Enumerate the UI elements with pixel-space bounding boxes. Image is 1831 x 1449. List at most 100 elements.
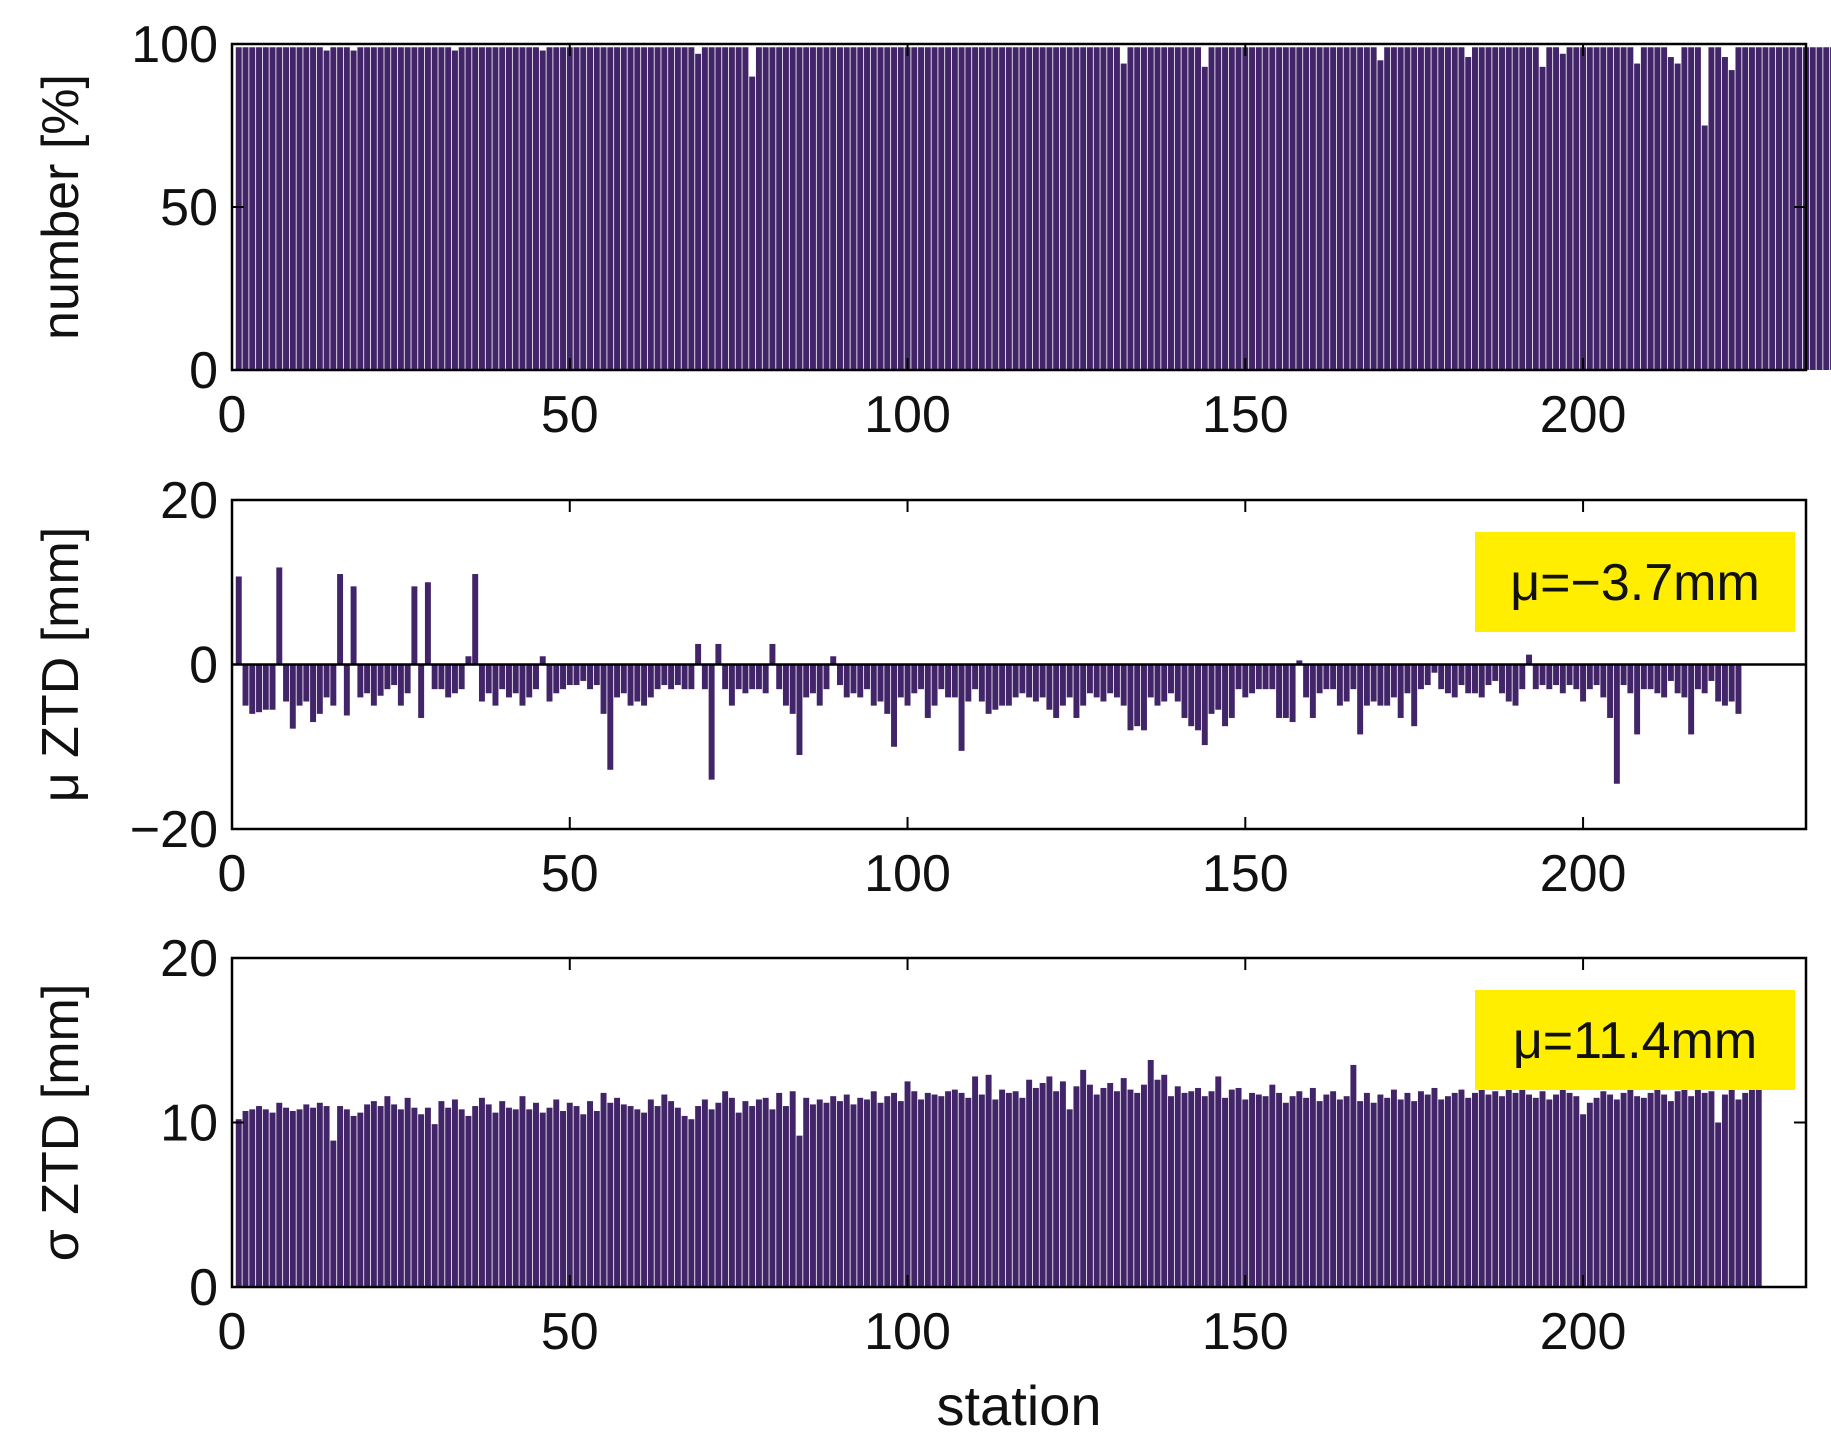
bar: [614, 664, 621, 698]
bar: [289, 664, 296, 729]
bar: [1580, 47, 1587, 370]
bar: [1438, 664, 1445, 690]
bar: [1451, 1092, 1458, 1287]
x-tick-label: 150: [1202, 386, 1289, 444]
bar: [1336, 47, 1343, 370]
bar: [310, 664, 317, 723]
bar: [627, 664, 634, 706]
bar: [296, 47, 303, 370]
bar: [985, 47, 992, 370]
bar: [533, 664, 539, 690]
bar: [674, 1107, 681, 1287]
bar: [1390, 664, 1397, 698]
bar: [951, 47, 958, 370]
bar: [1350, 47, 1357, 370]
bar: [965, 47, 972, 370]
bar: [830, 656, 837, 665]
y-tick-label: 100: [131, 16, 218, 74]
bar: [1512, 664, 1519, 706]
bar: [580, 664, 587, 681]
bar: [1640, 664, 1647, 690]
bar: [864, 47, 870, 370]
bar: [1546, 664, 1553, 690]
bar: [445, 47, 452, 370]
bar: [296, 1109, 303, 1287]
bar: [1553, 1094, 1560, 1287]
bar: [1499, 1096, 1505, 1287]
bar: [249, 1109, 256, 1287]
bar: [634, 47, 641, 370]
bar: [1032, 47, 1039, 370]
bar: [1593, 47, 1600, 370]
bar: [1113, 47, 1120, 370]
bar: [1019, 1097, 1026, 1287]
bar: [573, 47, 580, 370]
bar: [256, 47, 262, 370]
bar: [1390, 47, 1397, 370]
bar: [1012, 1091, 1019, 1287]
bar: [1161, 664, 1168, 702]
bar: [891, 1092, 897, 1287]
bar: [891, 47, 897, 370]
bar: [411, 1107, 418, 1287]
bar: [377, 664, 384, 696]
bar: [755, 664, 762, 690]
bar: [1593, 1097, 1600, 1287]
bar: [1262, 47, 1269, 370]
bar: [722, 47, 729, 370]
bar: [1417, 47, 1424, 370]
bar: [1505, 47, 1512, 370]
bar: [1397, 1099, 1404, 1287]
bar: [384, 47, 391, 370]
bar: [1721, 664, 1728, 706]
bar: [566, 664, 573, 686]
bar: [1377, 1094, 1384, 1287]
bar: [1086, 1084, 1093, 1287]
bar: [1296, 660, 1303, 665]
bar: [1715, 664, 1722, 702]
bar: [931, 1094, 938, 1287]
bar: [1255, 664, 1262, 690]
bar: [1073, 1086, 1080, 1287]
bar: [1640, 1097, 1647, 1287]
bar: [1066, 1109, 1073, 1287]
bar: [978, 664, 985, 702]
bar: [607, 664, 614, 770]
bar: [505, 47, 512, 370]
bar: [755, 47, 762, 370]
bar: [1249, 664, 1256, 694]
bar: [1546, 1099, 1553, 1287]
bar: [1593, 664, 1600, 686]
bar: [1465, 664, 1472, 694]
bar: [1485, 47, 1492, 370]
bar: [837, 47, 843, 370]
bar: [1168, 47, 1174, 370]
bar: [924, 664, 931, 718]
bar: [391, 1104, 398, 1287]
bar: [1336, 664, 1343, 706]
bar: [1586, 47, 1593, 370]
bar: [1100, 47, 1107, 370]
bar: [695, 1106, 702, 1287]
bar: [438, 1101, 445, 1287]
bar: [1066, 664, 1073, 698]
bar: [303, 47, 310, 370]
bar: [884, 664, 891, 714]
bar: [1667, 664, 1674, 681]
bar: [1553, 664, 1560, 686]
bar: [762, 664, 769, 694]
bar: [1431, 664, 1438, 673]
bar: [695, 53, 702, 370]
bar: [1330, 1091, 1337, 1287]
bar: [337, 47, 344, 370]
bar: [303, 1104, 310, 1287]
bar: [728, 664, 735, 706]
bar: [1201, 66, 1208, 370]
bar: [904, 664, 911, 706]
bar: [823, 664, 830, 690]
bar: [1309, 664, 1316, 718]
bar: [1532, 1097, 1539, 1287]
bar: [1154, 664, 1161, 706]
bar: [1458, 47, 1465, 370]
bar: [1566, 47, 1573, 370]
